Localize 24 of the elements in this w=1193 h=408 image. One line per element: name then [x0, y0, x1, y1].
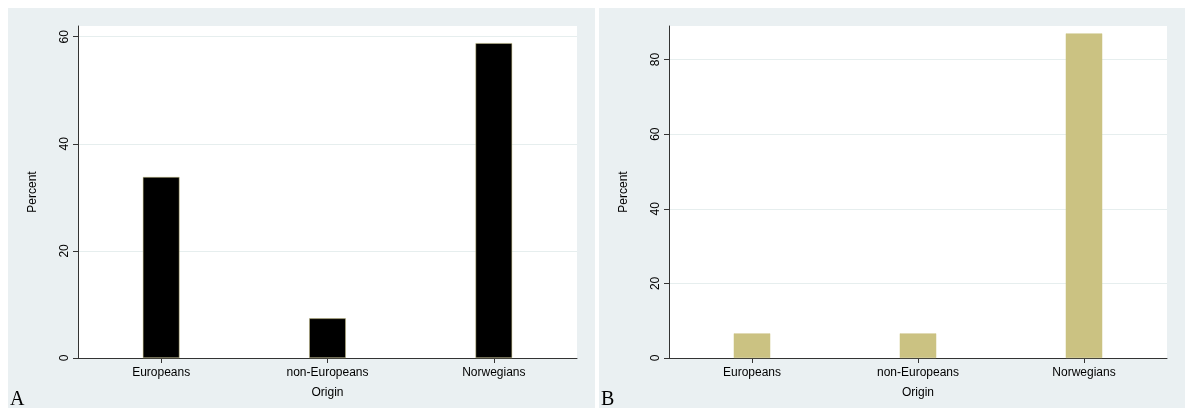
bar — [142, 177, 180, 358]
x-tick-label: Norwegians — [1052, 365, 1116, 379]
y-tick-label: 40 — [57, 136, 71, 151]
bar — [475, 43, 513, 358]
y-tick-label: 20 — [648, 276, 662, 291]
text: B — [601, 387, 615, 408]
y-tick-label: 0 — [648, 354, 662, 362]
y-tick-label: 20 — [57, 243, 71, 258]
y-tick-label: 60 — [648, 127, 662, 141]
y-axis-title: Percent — [616, 170, 630, 213]
y-axis-title: Percent — [25, 170, 39, 213]
y-tick-label: 80 — [648, 52, 662, 67]
x-axis-title: Origin — [311, 385, 344, 399]
x-tick-label: Norwegians — [462, 365, 526, 379]
x-tick-label: non-Europeans — [876, 365, 960, 379]
y-tick-label: 0 — [57, 354, 71, 362]
bar — [309, 318, 346, 358]
x-tick-label: non-Europeans — [286, 365, 369, 379]
text: A — [10, 387, 25, 408]
y-tick-label: 60 — [57, 29, 71, 44]
x-axis-title: Origin — [901, 385, 935, 399]
x-tick-label: Europeans — [132, 365, 191, 379]
y-tick-label: 40 — [648, 201, 662, 216]
x-tick-label: Europeans — [722, 365, 782, 379]
